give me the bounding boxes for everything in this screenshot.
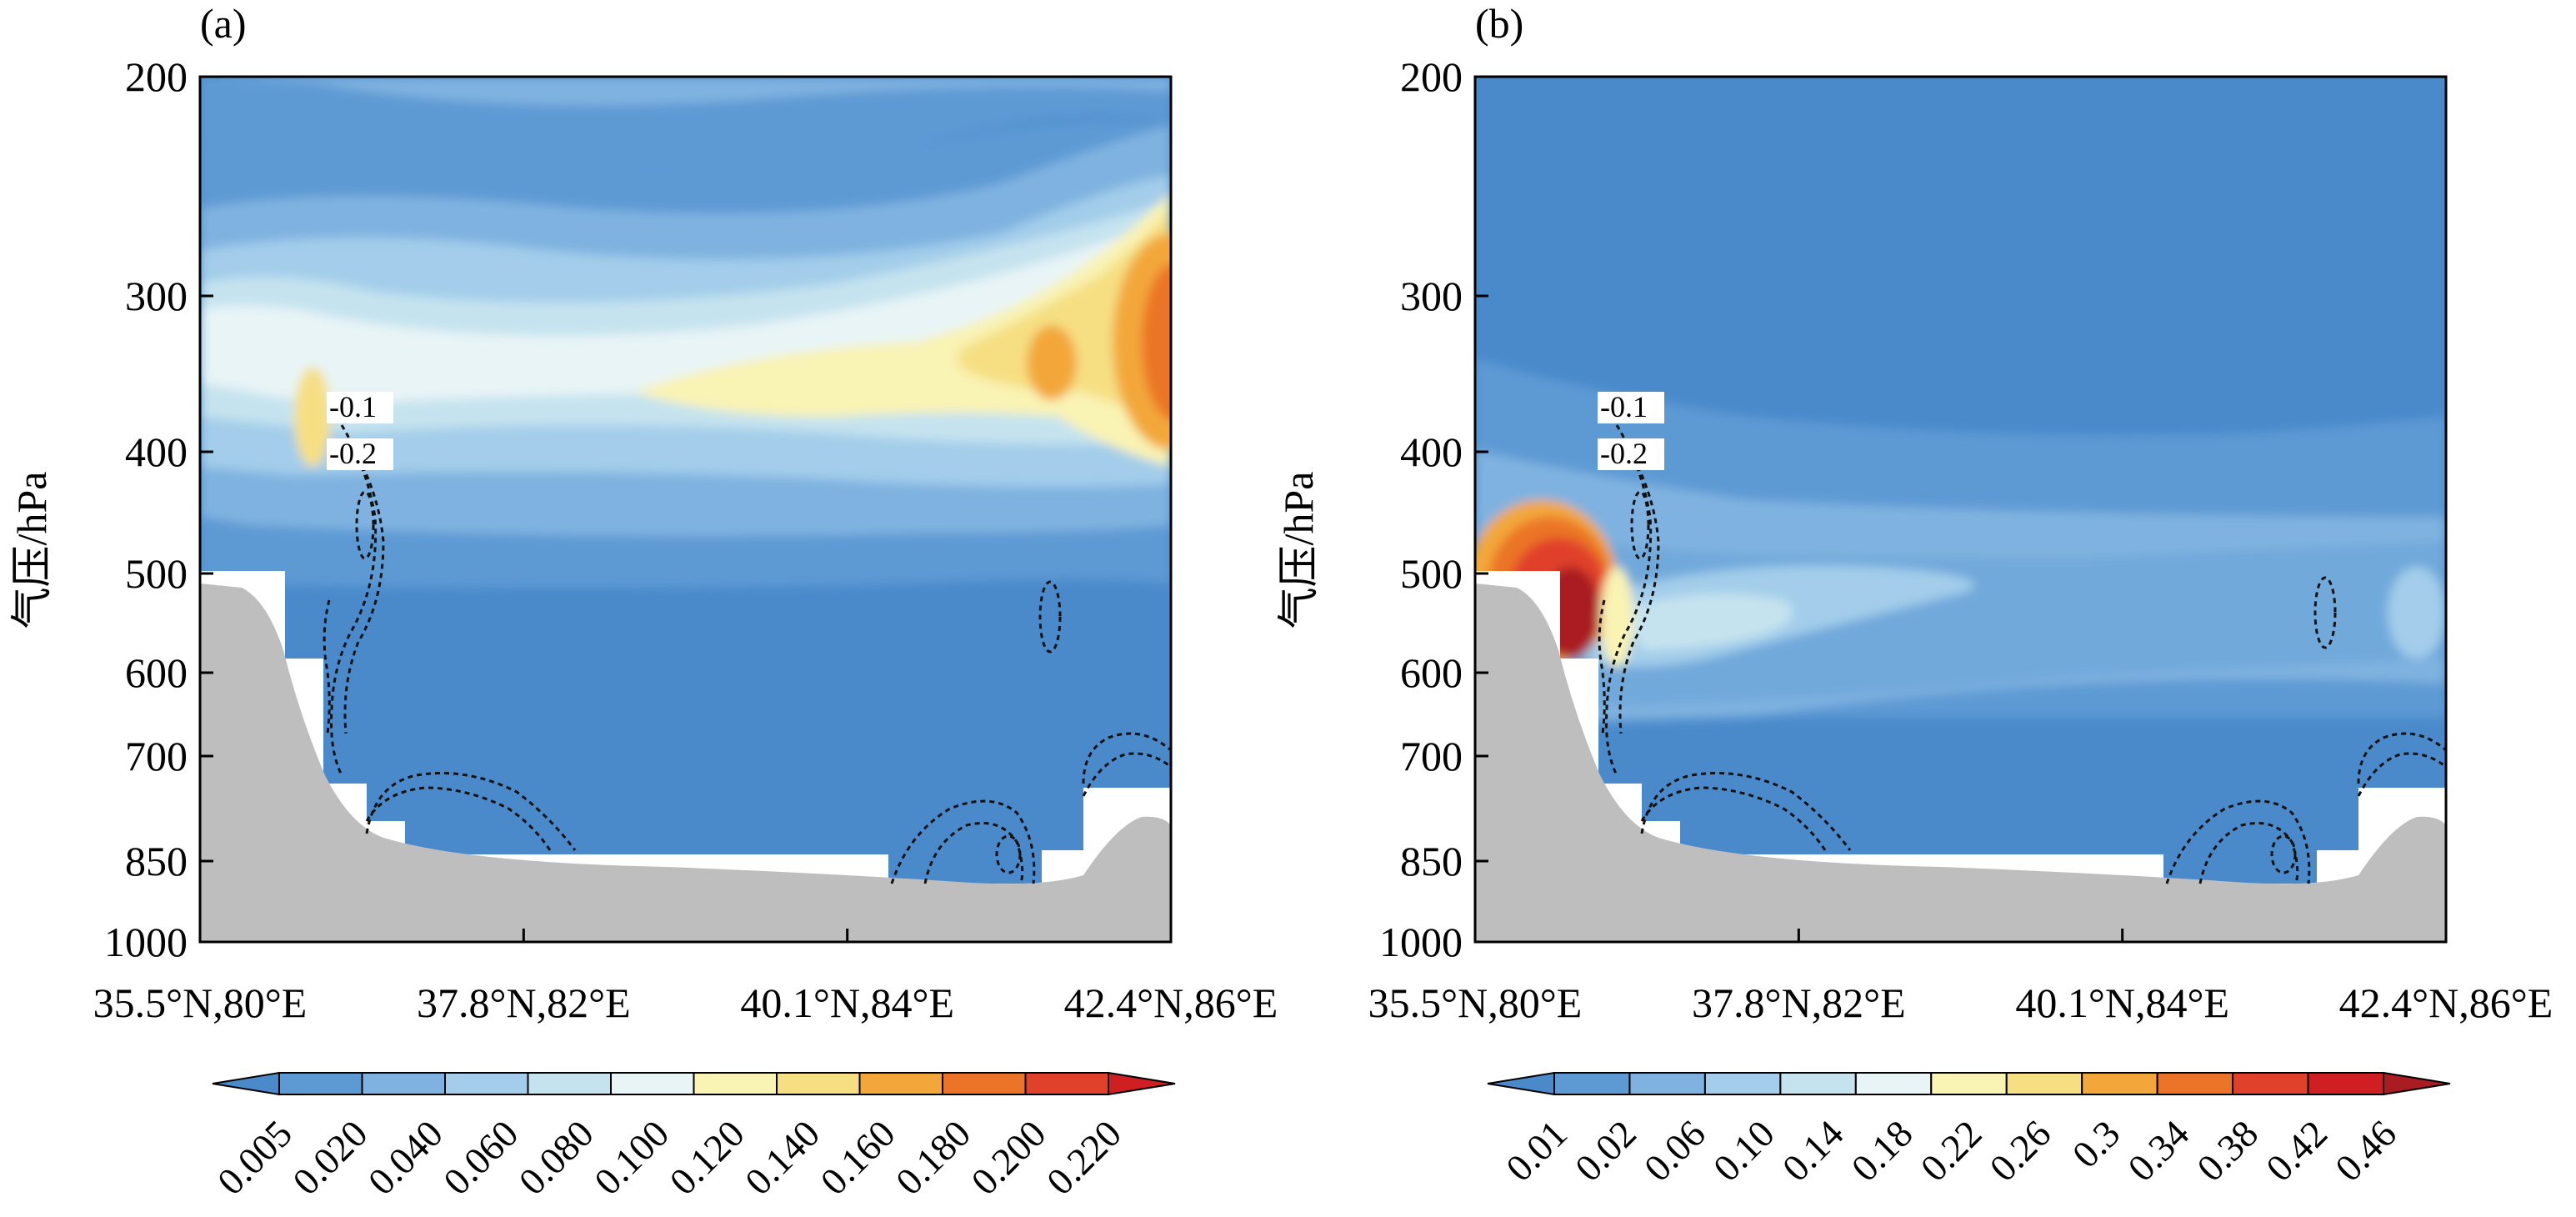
y-tick-label: 500 xyxy=(1400,550,1463,597)
panel-a-contours xyxy=(323,424,1171,884)
colorbar-segment xyxy=(693,1072,778,1095)
colorbar-segment xyxy=(942,1072,1027,1095)
panel-a-y-axis-label: 气压/hPa xyxy=(8,472,55,629)
y-tick-label: 400 xyxy=(125,428,188,475)
colorbar-label: 0.040 xyxy=(360,1112,451,1203)
colorbar-label: 0.06 xyxy=(1636,1112,1713,1189)
x-tick-label: 40.1°N,84°E xyxy=(740,979,954,1026)
colorbar-segment xyxy=(2156,1072,2234,1095)
colorbar-label: 0.34 xyxy=(2119,1112,2197,1189)
panel-a-contour-label-2: -0.2 xyxy=(329,437,377,470)
x-tick-label: 35.5°N,80°E xyxy=(1368,979,1583,1026)
colorbar-segment xyxy=(2081,1072,2158,1095)
panel-a-y-axis: 200 300 400 500 600 700 850 1000 xyxy=(104,53,213,965)
colorbar-label: 0.14 xyxy=(1774,1112,1852,1189)
colorbar-min-arrow xyxy=(1487,1071,1555,1096)
colorbar-segment xyxy=(444,1072,529,1095)
colorbar-max-arrow xyxy=(2383,1071,2451,1096)
y-tick-label: 850 xyxy=(1400,838,1463,884)
colorbar-segment xyxy=(278,1072,363,1095)
colorbar-label: 0.120 xyxy=(662,1112,753,1203)
colorbar-segment xyxy=(527,1072,612,1095)
colorbar-label: 0.200 xyxy=(963,1112,1053,1203)
y-tick-label: 300 xyxy=(125,273,188,319)
panel-b-field xyxy=(1475,77,2446,942)
colorbar-segment xyxy=(2307,1072,2384,1095)
x-tick-label: 42.4°N,86°E xyxy=(2339,979,2553,1026)
colorbar-segment xyxy=(1703,1072,1782,1095)
colorbar-segment xyxy=(2005,1072,2083,1095)
panel-a: -0.1 -0.2 (a) 2003004005006007008501000 … xyxy=(8,0,1278,1203)
y-tick-label: 200 xyxy=(1400,53,1463,100)
colorbar-label: 0.180 xyxy=(888,1112,978,1203)
y-tick-label: 1000 xyxy=(1379,919,1463,965)
panel-b-y-axis-label: 气压/hPa xyxy=(1275,472,1322,629)
y-tick-label: 700 xyxy=(125,733,188,779)
panel-a-label: (a) xyxy=(200,0,247,47)
colorbar-segment xyxy=(1024,1072,1109,1095)
y-tick-label: 200 xyxy=(125,53,188,100)
colorbar-label: 0.100 xyxy=(586,1112,677,1203)
colorbar-segment xyxy=(610,1072,695,1095)
colorbar-label: 0.42 xyxy=(2258,1112,2335,1189)
colorbar-label: 0.020 xyxy=(284,1112,375,1203)
panel-b-contours xyxy=(1598,424,2446,884)
x-tick-label: 35.5°N,80°E xyxy=(93,979,308,1026)
y-tick-label: 700 xyxy=(1400,733,1463,779)
colorbar-segment xyxy=(1930,1072,2008,1095)
x-tick-label: 37.8°N,82°E xyxy=(417,979,631,1026)
colorbar-label: 0.220 xyxy=(1038,1112,1129,1203)
panel-b-contour-label-2: -0.2 xyxy=(1600,437,1648,470)
x-tick-label: 37.8°N,82°E xyxy=(1692,979,1906,1026)
colorbar-label: 0.18 xyxy=(1843,1112,1921,1189)
panel-a-x-axis: 35.5°N,80°E 37.8°N,82°E 40.1°N,84°E 42.4°N,… xyxy=(93,929,1278,1026)
y-tick-label: 300 xyxy=(1400,273,1463,319)
y-tick-label: 1000 xyxy=(104,919,188,965)
panel-b-y-axis: 200 300 400 500 600 700 850 1000 xyxy=(1379,53,1488,965)
panel-b-x-axis: 35.5°N,80°E 37.8°N,82°E 40.1°N,84°E 42.4°N,… xyxy=(1368,929,2553,1026)
colorbar-label: 0.060 xyxy=(435,1112,526,1203)
panel-b-label: (b) xyxy=(1475,0,1523,47)
colorbar-segment xyxy=(858,1072,943,1095)
colorbar-label: 0.10 xyxy=(1705,1112,1783,1189)
colorbar-label: 0.005 xyxy=(209,1112,300,1203)
colorbar-min-arrow xyxy=(212,1071,280,1096)
colorbar-label: 0.46 xyxy=(2327,1112,2404,1189)
panel-b-colorbar: 0.010.020.060.100.140.180.220.26 0.30.340… xyxy=(1487,1071,2451,1189)
colorbar-label: 0.01 xyxy=(1498,1112,1575,1189)
colorbar-label: 0.26 xyxy=(1982,1112,2059,1189)
colorbar-label: 0.38 xyxy=(2188,1112,2266,1189)
y-tick-label: 600 xyxy=(125,649,188,696)
panel-a-colorbar: 0.0050.0200.0400.0600.0800.1000.1200.140… xyxy=(209,1071,1176,1203)
y-tick-label: 600 xyxy=(1400,649,1463,696)
y-tick-label: 850 xyxy=(125,838,188,884)
panel-a-contour-label-1: -0.1 xyxy=(329,390,377,423)
colorbar-label: 0.160 xyxy=(812,1112,903,1203)
colorbar-label: 0.02 xyxy=(1567,1112,1644,1189)
colorbar-segment xyxy=(1854,1072,1933,1095)
colorbar-max-arrow xyxy=(1108,1071,1176,1096)
colorbar-segment xyxy=(2232,1072,2309,1095)
colorbar-segment xyxy=(361,1072,446,1095)
colorbar-segment xyxy=(1779,1072,1857,1095)
y-tick-label: 400 xyxy=(1400,428,1463,475)
panel-b: -0.1 -0.2 (b) 2003004005006007008501000 … xyxy=(1275,0,2553,1189)
colorbar-label: 0.080 xyxy=(511,1112,602,1203)
x-tick-label: 42.4°N,86°E xyxy=(1064,979,1278,1026)
colorbar-label: 0.22 xyxy=(1913,1112,1990,1189)
colorbar-segment xyxy=(1628,1072,1706,1095)
y-tick-label: 500 xyxy=(125,550,188,597)
colorbar-segment xyxy=(1553,1072,1631,1095)
colorbar-segment xyxy=(776,1072,861,1095)
colorbar-label: 0.140 xyxy=(737,1112,828,1203)
x-tick-label: 40.1°N,84°E xyxy=(2015,979,2229,1026)
colorbar-label: 0.3 xyxy=(2064,1112,2128,1176)
panel-a-field xyxy=(200,77,1171,942)
panel-b-contour-label-1: -0.1 xyxy=(1600,390,1648,423)
